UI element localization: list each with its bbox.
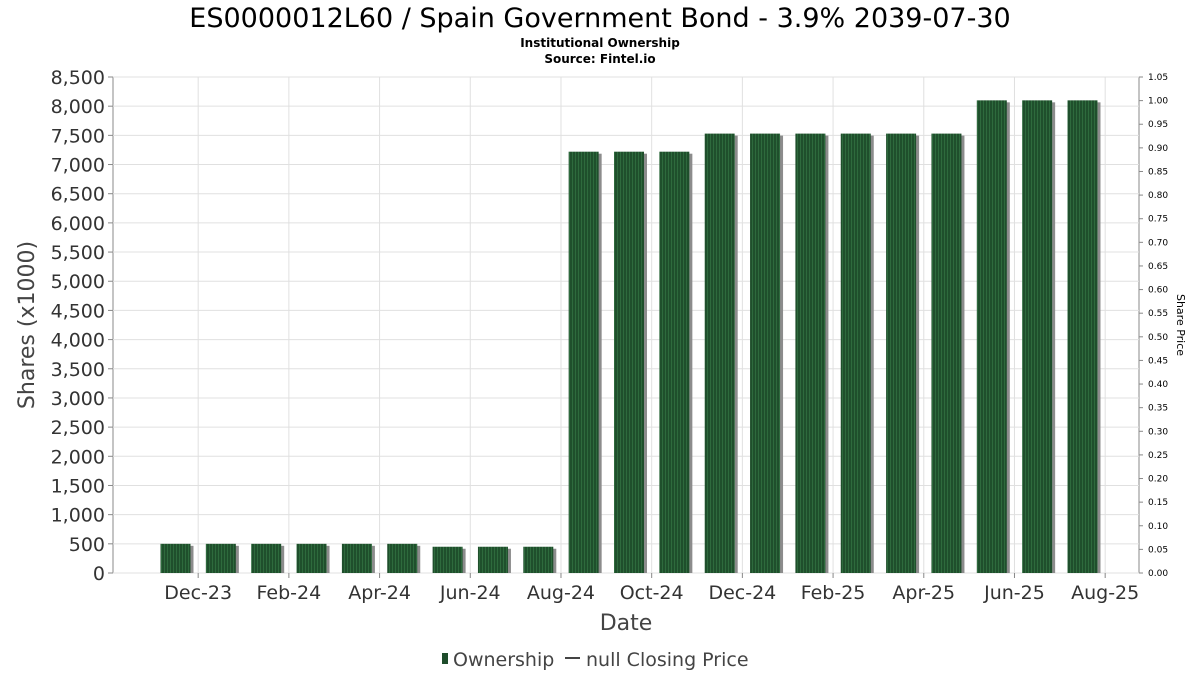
y-tick-label: 2,000 bbox=[51, 446, 105, 468]
ownership-bar bbox=[886, 133, 917, 573]
ownership-bar bbox=[432, 546, 463, 573]
ownership-bar bbox=[296, 543, 327, 573]
y-tick-label: 1,000 bbox=[51, 505, 105, 527]
x-tick-label: Dec-24 bbox=[708, 582, 776, 604]
y-tick-label: 0 bbox=[93, 563, 105, 585]
y2-tick-label: 0.10 bbox=[1148, 522, 1168, 532]
ownership-bar bbox=[1067, 100, 1098, 573]
ownership-bar bbox=[568, 151, 599, 573]
x-tick-label: Jun-25 bbox=[983, 582, 1045, 604]
x-tick-label: Feb-24 bbox=[257, 582, 322, 604]
ownership-bar bbox=[251, 543, 282, 573]
y2-tick-label: 0.30 bbox=[1148, 427, 1168, 437]
y-tick-label: 3,000 bbox=[51, 388, 105, 410]
x-axis-label: Date bbox=[600, 611, 653, 636]
y-tick-label: 7,000 bbox=[51, 155, 105, 177]
ownership-bar bbox=[341, 543, 372, 573]
y2-tick-label: 0.00 bbox=[1148, 569, 1168, 579]
y-tick-label: 1,500 bbox=[51, 475, 105, 497]
chart-subtitle-ownership: Institutional Ownership bbox=[520, 36, 680, 50]
ownership-bar bbox=[704, 133, 735, 573]
y-tick-label: 7,500 bbox=[51, 125, 105, 147]
x-tick-label: Jun-24 bbox=[439, 582, 501, 604]
y-tick-label: 2,500 bbox=[51, 417, 105, 439]
ownership-bar bbox=[976, 100, 1007, 573]
y2-tick-label: 0.45 bbox=[1148, 356, 1168, 366]
y2-tick-label: 0.95 bbox=[1148, 120, 1168, 130]
y-axis-label: Shares (x1000) bbox=[15, 241, 40, 409]
x-tick-label: Feb-25 bbox=[801, 582, 866, 604]
y2-axis-ticks: 0.00 0.05 0.10 0.15 0.20 0.25 0.30 0.35 0.40 0.45… bbox=[1139, 73, 1168, 579]
y-tick-label: 6,000 bbox=[51, 213, 105, 235]
y2-tick-label: 0.25 bbox=[1148, 451, 1168, 461]
y2-tick-label: 0.85 bbox=[1148, 167, 1168, 177]
y-tick-label: 500 bbox=[69, 534, 105, 556]
y2-tick-label: 1.00 bbox=[1148, 97, 1168, 107]
x-tick-label: Dec-23 bbox=[164, 582, 232, 604]
chart-subtitle-source: Source: Fintel.io bbox=[544, 52, 655, 66]
x-tick-label: Aug-24 bbox=[527, 582, 595, 604]
legend-ownership-label: Ownership bbox=[453, 649, 554, 671]
y2-tick-label: 0.70 bbox=[1148, 238, 1168, 248]
ownership-bar bbox=[387, 543, 418, 573]
x-axis-ticks: Dec-23 Feb-24 Apr-24 Jun-24 Aug-24 Oct-24 Dec-… bbox=[164, 573, 1139, 604]
y-tick-label: 8,000 bbox=[51, 96, 105, 118]
y-tick-label: 4,500 bbox=[51, 300, 105, 322]
legend: Ownership null Closing Price bbox=[442, 649, 749, 671]
y-tick-label: 6,500 bbox=[51, 184, 105, 206]
y2-tick-label: 0.20 bbox=[1148, 475, 1168, 485]
legend-price-label: null Closing Price bbox=[586, 649, 749, 671]
x-tick-label: Apr-25 bbox=[892, 582, 955, 604]
x-tick-label: Oct-24 bbox=[620, 582, 684, 604]
y2-tick-label: 0.90 bbox=[1148, 144, 1168, 154]
y-axis-ticks: 0 500 1,000 1,500 2,000 2,500 3,000 3,500 4,000 4… bbox=[51, 67, 113, 585]
y2-axis-label: Share Price bbox=[1174, 294, 1187, 356]
x-tick-label: Apr-24 bbox=[348, 582, 411, 604]
ownership-bar bbox=[614, 151, 644, 573]
x-tick-label: Aug-25 bbox=[1071, 582, 1139, 604]
y2-tick-label: 0.15 bbox=[1148, 498, 1168, 508]
ownership-bars bbox=[160, 100, 1101, 573]
chart-title: ES0000012L60 / Spain Government Bond - 3… bbox=[189, 3, 1010, 34]
y-tick-label: 4,000 bbox=[51, 330, 105, 352]
y2-tick-label: 0.50 bbox=[1148, 333, 1168, 343]
ownership-bar bbox=[659, 151, 690, 573]
y2-tick-label: 0.05 bbox=[1148, 545, 1168, 555]
ownership-bar bbox=[205, 543, 236, 573]
y-tick-label: 5,500 bbox=[51, 242, 105, 264]
ownership-bar bbox=[160, 543, 191, 573]
y-tick-label: 8,500 bbox=[51, 67, 105, 89]
y2-tick-label: 0.75 bbox=[1148, 215, 1168, 225]
ownership-bar bbox=[523, 546, 554, 573]
y2-tick-label: 0.80 bbox=[1148, 191, 1168, 201]
ownership-bar bbox=[795, 133, 826, 573]
y-tick-label: 5,000 bbox=[51, 271, 105, 293]
y2-tick-label: 0.65 bbox=[1148, 262, 1168, 272]
ownership-bar bbox=[477, 546, 508, 573]
y2-tick-label: 0.60 bbox=[1148, 286, 1168, 296]
y2-tick-label: 0.40 bbox=[1148, 380, 1168, 390]
ownership-bar bbox=[750, 133, 781, 573]
ownership-bar bbox=[1022, 100, 1053, 573]
ownership-bar bbox=[840, 133, 871, 573]
y2-tick-label: 1.05 bbox=[1148, 73, 1168, 83]
y-tick-label: 3,500 bbox=[51, 359, 105, 381]
y2-tick-label: 0.55 bbox=[1148, 309, 1168, 319]
ownership-bar bbox=[931, 133, 962, 573]
y2-tick-label: 0.35 bbox=[1148, 404, 1168, 414]
legend-ownership-swatch bbox=[442, 653, 448, 664]
